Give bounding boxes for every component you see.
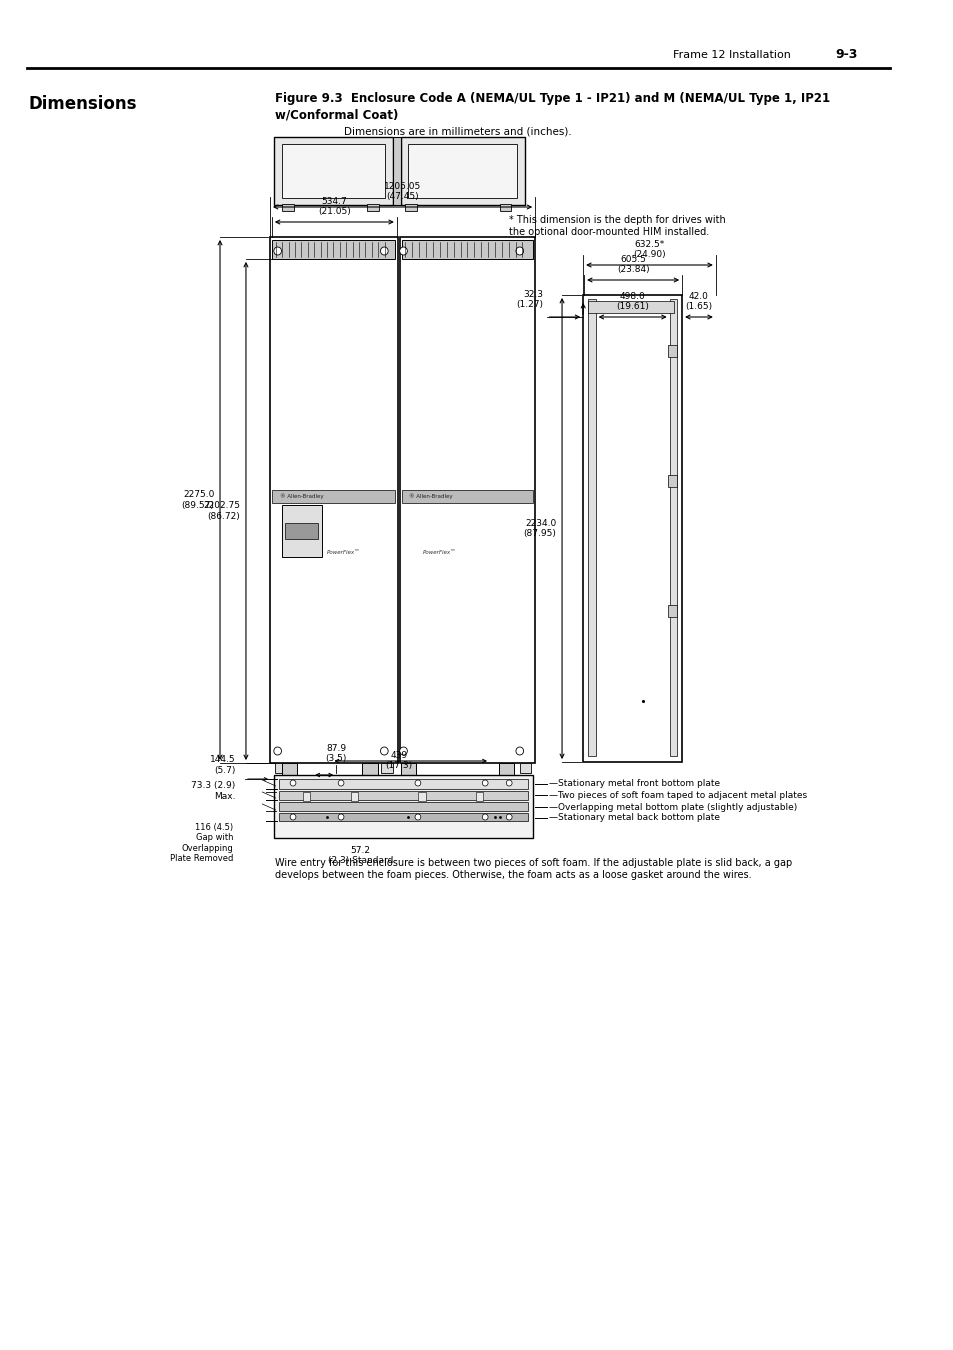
Bar (278, 813, 528, 821)
Text: 534.7
(21.05): 534.7 (21.05) (317, 197, 351, 216)
Circle shape (290, 814, 295, 819)
Circle shape (482, 814, 488, 819)
Text: 2275.0
(89.57): 2275.0 (89.57) (181, 490, 214, 510)
Circle shape (399, 747, 407, 755)
Bar (401, 490, 533, 504)
Bar (274, 763, 286, 774)
Bar (272, 240, 395, 259)
Bar (400, 136, 524, 205)
Circle shape (337, 780, 344, 786)
Text: ® Allen-Bradley: ® Allen-Bradley (279, 493, 323, 498)
Circle shape (482, 780, 488, 786)
Text: 144.5
(5.7): 144.5 (5.7) (210, 755, 235, 775)
Circle shape (415, 814, 420, 819)
Text: 2234.0
(87.95): 2234.0 (87.95) (523, 518, 556, 539)
Bar (667, 346, 677, 356)
Bar (400, 763, 416, 778)
Bar (270, 238, 397, 763)
Bar (669, 298, 677, 756)
Text: 632.5*
(24.90): 632.5* (24.90) (633, 239, 665, 259)
Text: 73.3 (2.9)
Max.: 73.3 (2.9) Max. (191, 782, 235, 801)
Circle shape (380, 747, 388, 755)
Bar (417, 792, 425, 801)
Bar (582, 296, 681, 761)
Bar (272, 490, 395, 504)
Bar (351, 792, 358, 801)
Bar (302, 792, 310, 801)
Bar (667, 605, 677, 617)
Text: w/Conformal Coat): w/Conformal Coat) (274, 108, 397, 122)
Text: —Stationary metal back bottom plate: —Stationary metal back bottom plate (548, 814, 719, 822)
Bar (274, 136, 393, 205)
Text: 42.0
(1.65): 42.0 (1.65) (684, 292, 712, 311)
Bar (281, 763, 296, 778)
Text: Dimensions are in millimeters and (inches).: Dimensions are in millimeters and (inche… (344, 126, 572, 136)
Bar (408, 144, 517, 198)
Text: —Overlapping metal bottom plate (slightly adjustable): —Overlapping metal bottom plate (slightl… (548, 802, 796, 811)
Bar (381, 763, 393, 774)
Bar (476, 792, 483, 801)
Text: —Two pieces of soft foam taped to adjacent metal plates: —Two pieces of soft foam taped to adjace… (548, 791, 806, 799)
Text: —Stationary metal front bottom plate: —Stationary metal front bottom plate (548, 779, 719, 788)
Circle shape (337, 814, 344, 819)
Text: 605.5
(23.84): 605.5 (23.84) (617, 255, 649, 274)
Circle shape (415, 780, 420, 786)
Text: 1205.05
(47.45): 1205.05 (47.45) (383, 182, 420, 201)
Text: 439
(17.3): 439 (17.3) (385, 751, 412, 769)
Bar (667, 475, 677, 487)
Bar (274, 775, 533, 838)
Text: PowerFlex™: PowerFlex™ (422, 551, 456, 555)
Text: * This dimension is the depth for drives with
the optional door-mounted HIM inst: * This dimension is the depth for drives… (509, 215, 725, 236)
Bar (587, 298, 595, 756)
Text: 2202.75
(86.72): 2202.75 (86.72) (203, 501, 240, 521)
Text: 32.3
(1.27): 32.3 (1.27) (516, 290, 542, 309)
Text: 57.2
(2.3) Standard: 57.2 (2.3) Standard (327, 846, 393, 865)
Text: 498.0
(19.61): 498.0 (19.61) (616, 292, 648, 311)
Bar (519, 763, 531, 774)
Text: 116 (4.5)
Gap with
Overlapping
Plate Removed: 116 (4.5) Gap with Overlapping Plate Rem… (170, 824, 233, 863)
Bar (282, 204, 294, 211)
Circle shape (516, 747, 523, 755)
Bar (281, 144, 385, 198)
Bar (281, 505, 321, 558)
Circle shape (290, 780, 295, 786)
Text: PowerFlex™: PowerFlex™ (326, 551, 360, 555)
Bar (587, 301, 674, 313)
Bar (401, 240, 533, 259)
Circle shape (274, 747, 281, 755)
Text: ® Allen-Bradley: ® Allen-Bradley (409, 493, 453, 498)
Bar (399, 238, 535, 763)
Text: Figure 9.3  Enclosure Code A (NEMA/UL Type 1 - IP21) and M (NEMA/UL Type 1, IP21: Figure 9.3 Enclosure Code A (NEMA/UL Typ… (274, 92, 829, 105)
Text: Frame 12 Installation: Frame 12 Installation (672, 50, 790, 59)
Text: 9-3: 9-3 (835, 49, 858, 62)
Bar (285, 522, 317, 539)
Bar (405, 204, 416, 211)
Bar (278, 802, 528, 811)
Text: Wire entry for this enclosure is between two pieces of soft foam. If the adjusta: Wire entry for this enclosure is between… (274, 859, 791, 880)
Bar (498, 763, 514, 778)
Bar (499, 204, 511, 211)
Bar (278, 779, 528, 788)
Bar (393, 136, 400, 205)
Bar (362, 763, 377, 778)
Circle shape (506, 814, 512, 819)
Circle shape (516, 247, 523, 255)
Circle shape (399, 247, 407, 255)
Circle shape (274, 247, 281, 255)
Bar (367, 204, 378, 211)
Circle shape (380, 247, 388, 255)
Bar (278, 791, 528, 801)
Bar (401, 763, 413, 774)
Circle shape (506, 780, 512, 786)
Text: 87.9
(3.5): 87.9 (3.5) (325, 744, 347, 763)
Text: Dimensions: Dimensions (29, 95, 137, 113)
